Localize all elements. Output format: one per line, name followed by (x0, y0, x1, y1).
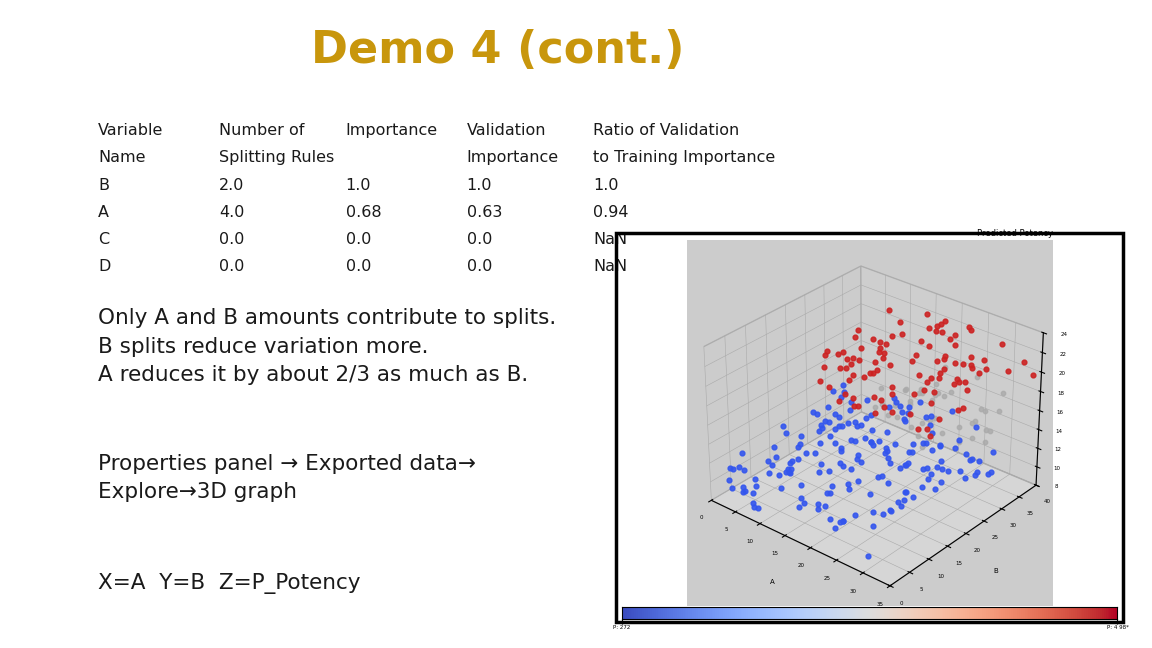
Text: 1.0: 1.0 (467, 178, 492, 192)
Text: A: A (98, 205, 109, 220)
Text: 0.63: 0.63 (467, 205, 502, 220)
Text: NaN: NaN (593, 232, 628, 247)
Text: NaN: NaN (593, 259, 628, 274)
Text: Predicted Potency: Predicted Potency (977, 229, 1053, 238)
Text: 0.0: 0.0 (467, 232, 492, 247)
Text: 0.0: 0.0 (346, 259, 371, 274)
Text: 0.68: 0.68 (346, 205, 381, 220)
Y-axis label: B: B (993, 568, 998, 574)
Text: Properties panel → Exported data→
Explore→3D graph: Properties panel → Exported data→ Explor… (98, 454, 476, 502)
Text: 0.94: 0.94 (593, 205, 629, 220)
Text: Demo 4 (cont.): Demo 4 (cont.) (311, 29, 684, 72)
Text: Importance: Importance (346, 123, 438, 138)
Text: C: C (98, 232, 109, 247)
Text: X=A  Y=B  Z=P_Potency: X=A Y=B Z=P_Potency (98, 573, 361, 594)
Text: Validation: Validation (467, 123, 546, 138)
Text: Splitting Rules: Splitting Rules (219, 150, 334, 165)
Text: 2.0: 2.0 (219, 178, 244, 192)
Text: Variable: Variable (98, 123, 164, 138)
Text: Only A and B amounts contribute to splits.
B splits reduce variation more.
A red: Only A and B amounts contribute to split… (98, 308, 556, 386)
X-axis label: A: A (770, 579, 775, 585)
Text: 0.0: 0.0 (467, 259, 492, 274)
Text: 0.0: 0.0 (346, 232, 371, 247)
Text: B: B (98, 178, 109, 192)
Text: 1.0: 1.0 (346, 178, 371, 192)
Text: to Training Importance: to Training Importance (593, 150, 775, 165)
Text: Ratio of Validation: Ratio of Validation (593, 123, 740, 138)
Bar (616, 233, 1123, 622)
Text: 4.0: 4.0 (219, 205, 244, 220)
Text: D: D (98, 259, 111, 274)
Text: 0.0: 0.0 (219, 232, 244, 247)
Text: Importance: Importance (467, 150, 559, 165)
Text: Number of: Number of (219, 123, 304, 138)
Text: Name: Name (98, 150, 145, 165)
Text: 0.0: 0.0 (219, 259, 244, 274)
Text: 1.0: 1.0 (593, 178, 619, 192)
